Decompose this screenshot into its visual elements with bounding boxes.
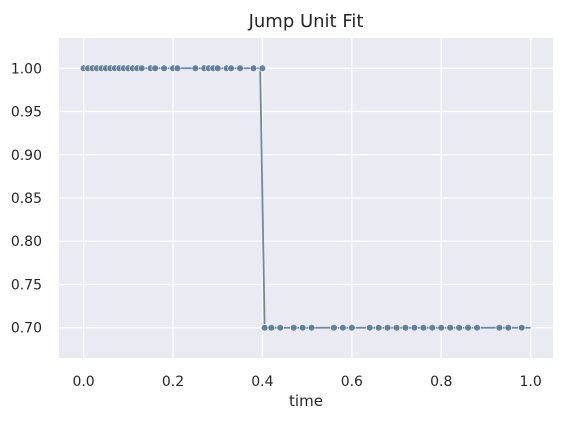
data-point [276,324,284,332]
x-tick-label: 0.2 [162,374,184,390]
data-point [495,324,504,332]
y-tick-label: 0.80 [11,234,42,250]
y-tick-label: 1.00 [11,61,42,77]
y-tick-label: 0.70 [11,321,42,337]
data-point [307,324,316,332]
y-tick-label: 0.75 [11,277,42,293]
data-point [227,64,235,72]
data-point [260,324,269,332]
data-point [473,324,481,332]
tick-layer: 0.0 0.2 0.4 0.6 0.8 1.0 0.70 0.75 0.80 0.85 0.90 0.… [11,61,542,390]
data-point [339,324,347,332]
y-tick-label: 0.95 [11,105,42,121]
data-point [330,324,338,332]
data-point [428,324,436,332]
data-point [410,324,419,332]
data-point [298,324,307,332]
data-point [151,64,159,72]
data-point [383,324,392,332]
data-point [348,324,356,332]
data-point [455,324,463,332]
data-point [518,324,526,332]
data-point [419,324,428,332]
data-point [392,324,401,332]
data-point [290,324,298,332]
x-tick-label: 0.6 [341,374,363,390]
y-tick-label: 0.85 [11,191,42,207]
x-axis-label: time [289,392,323,410]
data-point [446,324,454,332]
x-tick-label: 0.4 [251,374,273,390]
data-point [160,64,168,72]
x-tick-label: 0.0 [72,374,94,390]
data-point [191,64,200,72]
data-point [401,324,410,332]
data-point [366,324,374,332]
data-point [504,324,512,332]
data-point [464,324,472,332]
x-tick-label: 1.0 [520,374,542,390]
data-point [214,64,222,72]
data-point [173,64,182,72]
point-layer [79,64,526,332]
data-point [374,324,383,332]
data-point [258,64,267,72]
chart-title: Jump Unit Fit [248,11,364,32]
data-point [437,324,445,332]
data-point [236,64,244,72]
y-tick-label: 0.90 [11,148,42,164]
data-point [249,64,258,72]
data-point [138,64,146,72]
x-tick-label: 0.8 [430,374,452,390]
data-point [267,324,276,332]
